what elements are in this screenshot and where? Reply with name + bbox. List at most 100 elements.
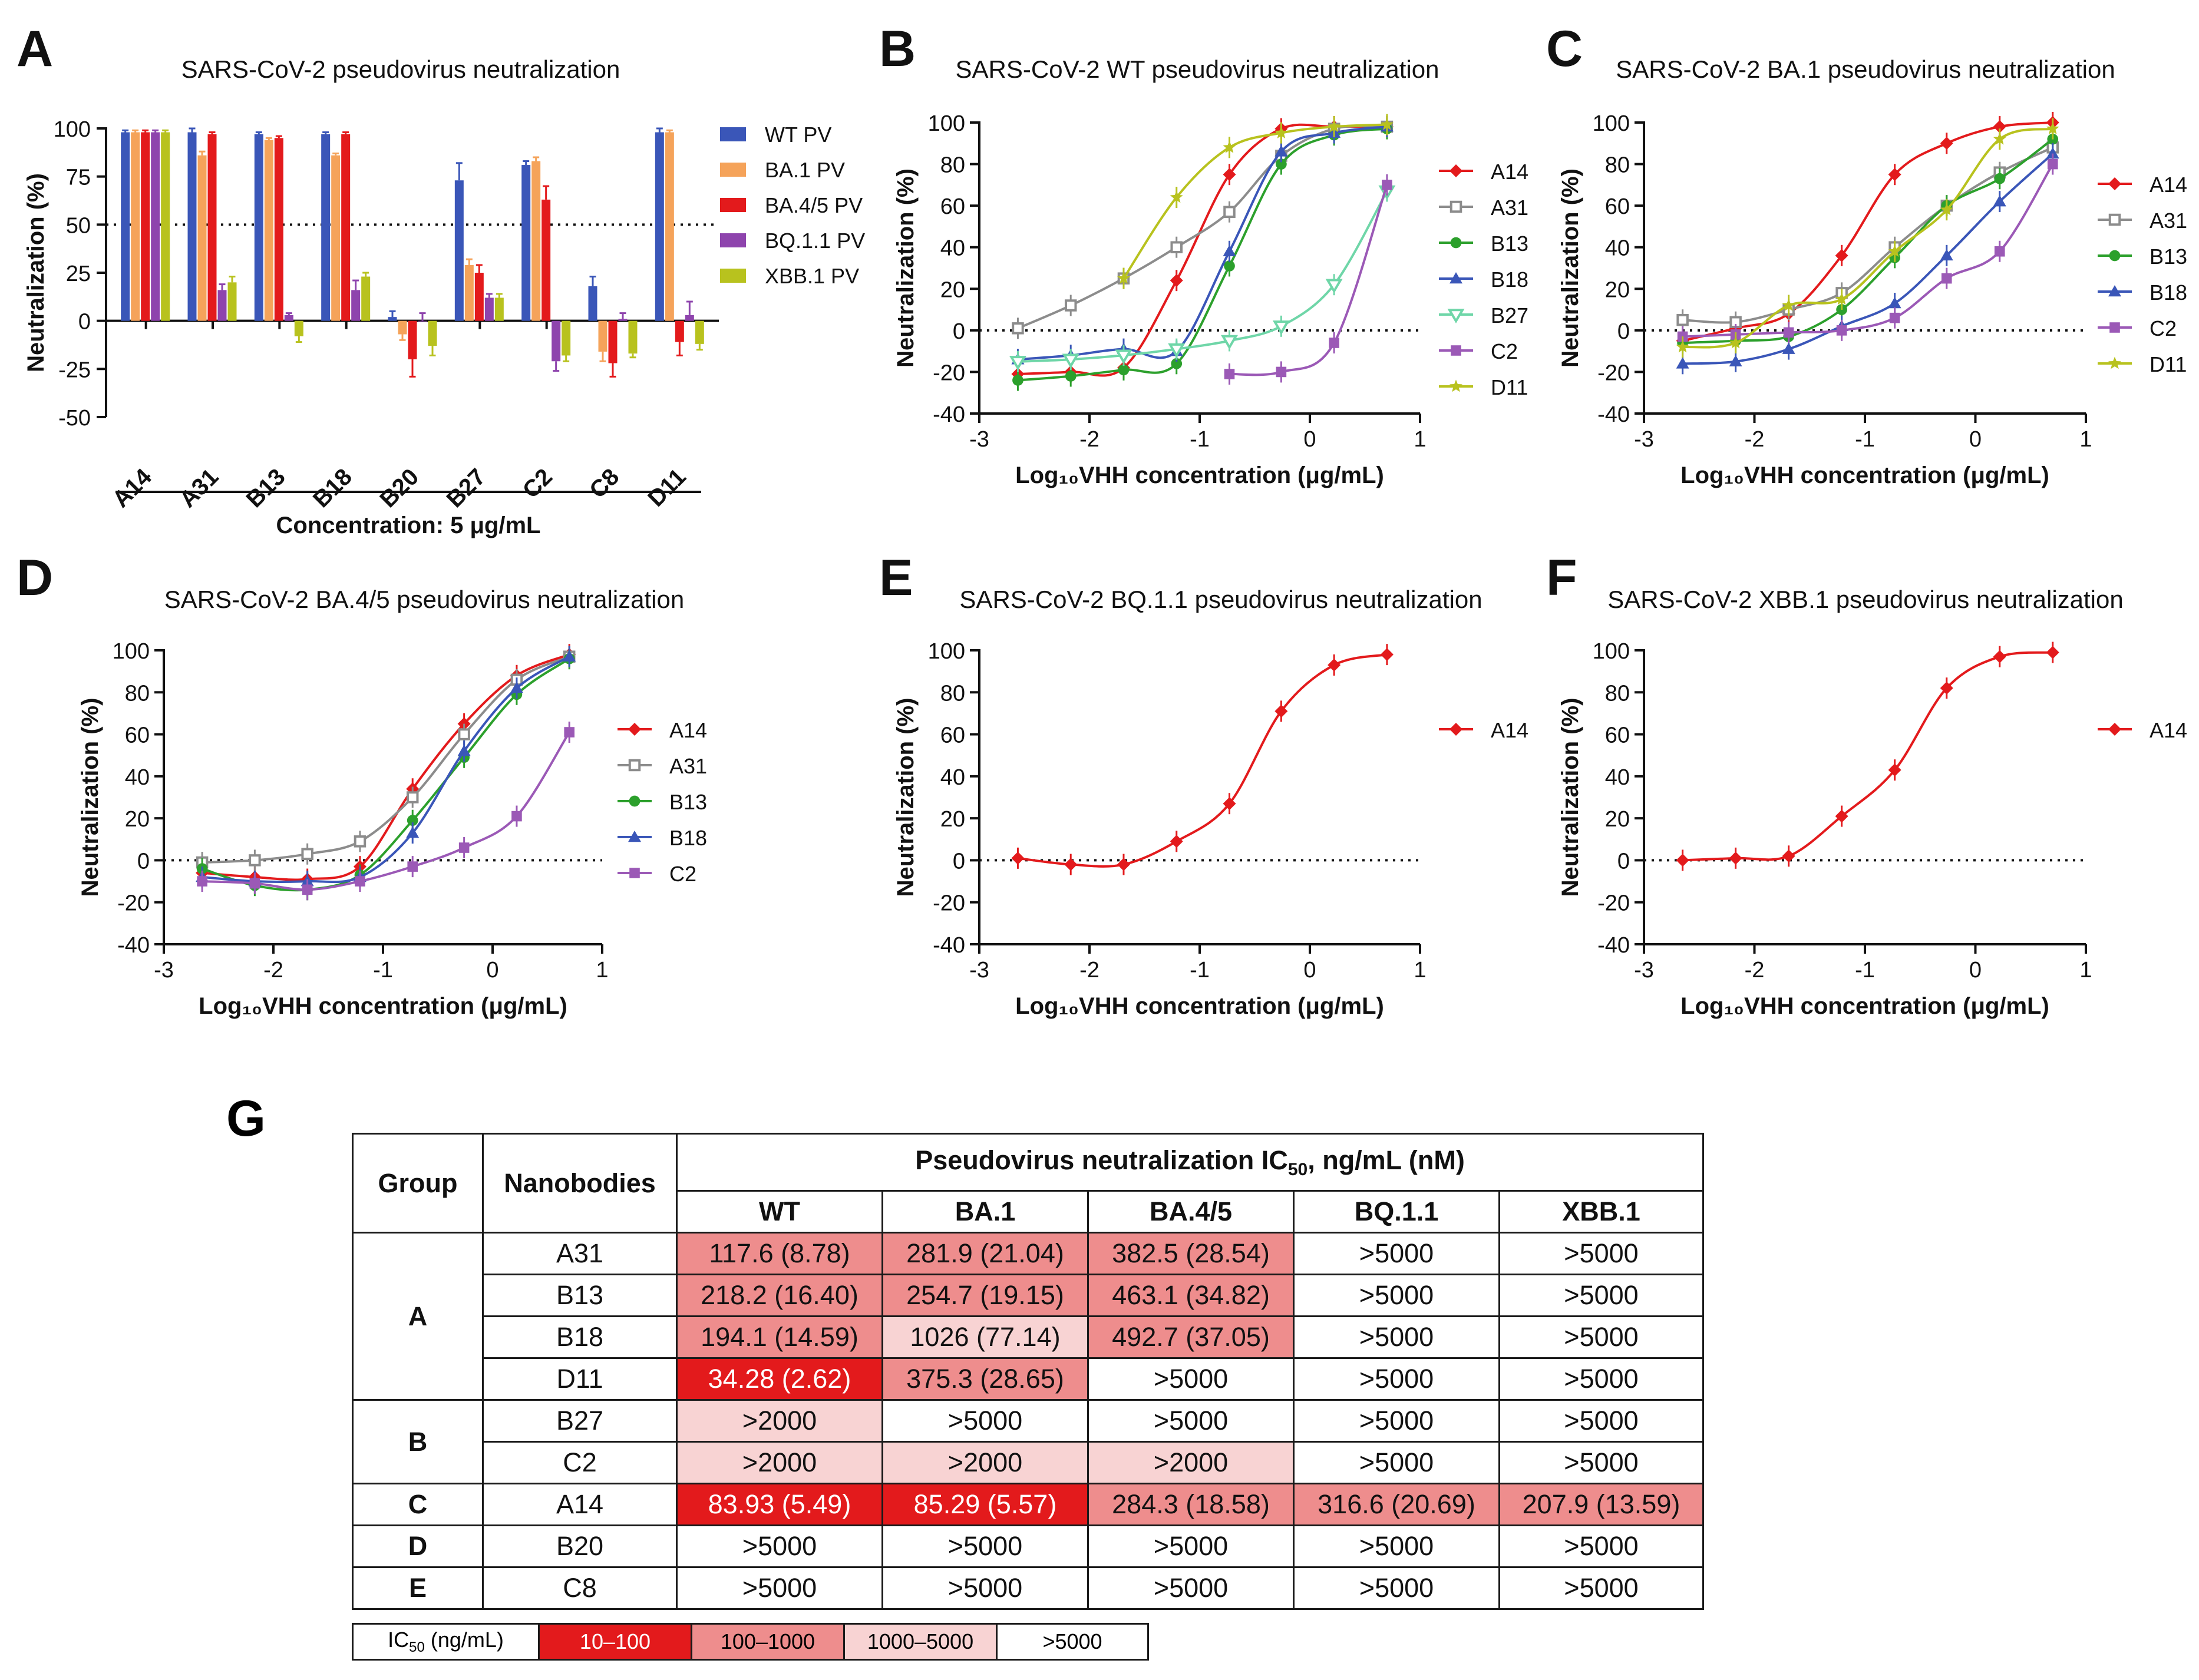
data-point [354,835,367,848]
ic50-cell: >2000 [676,1441,883,1484]
ic50-cell: >5000 [1293,1315,1500,1359]
nanobody-name: C8 [482,1566,678,1610]
legend-marker [628,759,641,772]
table-row: B18 194.1 (14.59) 1026 (77.14) 492.7 (37.05… [353,1315,1704,1359]
x-tick-label: 1 [1414,958,1426,983]
data-point [2046,646,2059,659]
series-A14 [1676,641,2059,871]
y-tick-label: 100 [54,117,91,142]
x-tick-label: 0 [1303,958,1316,983]
chart-title: SARS-CoV-2 pseudovirus neutralization [181,55,620,83]
ic50-cell: 316.6 (20.69) [1293,1483,1500,1526]
data-point [1380,118,1394,130]
x-tick-label: C2 [518,464,557,503]
legend-marker [628,723,641,736]
data-point [249,854,261,867]
panel-letter-b: B [879,21,916,77]
data-point [1836,325,1847,336]
ic50-cell: >5000 [676,1524,883,1568]
data-point [1941,273,1952,284]
bar [141,132,150,321]
data-point [1118,364,1130,376]
ic50-cell: >5000 [881,1566,1089,1610]
fit-curve [1682,651,2053,862]
data-point [1782,342,1795,354]
bar [562,320,571,356]
legend-swatch [720,198,746,212]
data-point [406,791,419,803]
ic50-cell: 492.7 (37.05) [1087,1315,1295,1359]
bar [608,320,618,363]
column-header: BA.1 [881,1190,1089,1233]
bar [388,317,397,321]
ic50-cell: >5000 [1293,1566,1500,1610]
x-tick-label: A14 [108,464,157,513]
bar [428,320,437,346]
ic50-cell: >5000 [1498,1274,1704,1317]
bar [521,165,531,321]
y-tick-label: 60 [940,194,965,219]
data-point [197,876,207,887]
data-point [510,682,523,693]
nanobody-name: B27 [482,1399,678,1443]
data-point [1117,272,1130,284]
legend-text: 1000–5000 [867,1629,974,1653]
data-point [1993,132,2006,145]
ic50-cell: 117.6 (8.78) [676,1232,883,1275]
nanobody-name: D11 [482,1357,678,1401]
ic50-cell: >5000 [881,1524,1089,1568]
legend-swatch [720,163,746,177]
ic50-cell: 207.9 (13.59) [1498,1483,1704,1526]
x-tick-label: -1 [1190,958,1210,983]
data-point [301,848,313,860]
y-tick-label: 0 [1617,849,1630,874]
data-point [1382,180,1392,190]
fit-curve [1229,184,1388,376]
group-label: A [352,1232,484,1401]
y-tick-label: 25 [66,262,91,286]
data-point [1224,369,1235,379]
bar [207,134,217,321]
bar [494,297,504,321]
group-label: B [352,1399,484,1484]
bar [121,132,130,321]
table-row: D B20 >5000 >5000 >5000 >5000 >5000 [352,1524,1704,1568]
legend-cell: 10–100 [538,1623,692,1661]
column-header: BQ.1.1 [1293,1190,1500,1233]
y-tick-label: -40 [933,933,965,958]
legend-marker [629,795,640,807]
header-nanobodies: Nanobodies [482,1133,678,1233]
fit-curve [1017,124,1387,330]
fit-curve [1682,127,2053,349]
legend-label: B18 [669,826,707,850]
ic50-cell: >2000 [881,1441,1089,1484]
x-tick-label: 1 [596,958,608,983]
fit-curve [1682,121,2053,342]
y-tick-label: 80 [125,681,150,706]
bar [227,282,237,321]
data-point [1729,336,1742,349]
x-tick-label: C8 [585,464,624,503]
panel-letter-f: F [1546,550,1577,606]
data-point [1223,168,1236,181]
ic50-cell: >5000 [676,1566,883,1610]
bar [695,320,704,344]
data-point [1380,648,1394,662]
data-point [1223,797,1236,811]
y-tick-label: 20 [940,807,965,832]
x-tick-label: 1 [1414,427,1426,452]
series-C2 [1677,153,2058,348]
nanobody-name: B13 [482,1274,678,1317]
data-point [1223,244,1236,257]
legend-label: WT PV [765,123,831,147]
table-row: D11 34.28 (2.62) 375.3 (28.65) >5000 >5000 >5… [353,1357,1704,1401]
legend-tail: (ng/mL) [424,1627,504,1652]
ic50-cell: >5000 [1087,1357,1295,1401]
fit-curve [202,653,570,881]
x-tick-label: -2 [263,958,283,983]
y-tick-label: 100 [1593,111,1630,136]
data-point [2046,122,2059,134]
x-tick-label: -3 [154,958,174,983]
legend-marker [1450,200,1462,213]
legend-label: A14 [2150,718,2187,742]
